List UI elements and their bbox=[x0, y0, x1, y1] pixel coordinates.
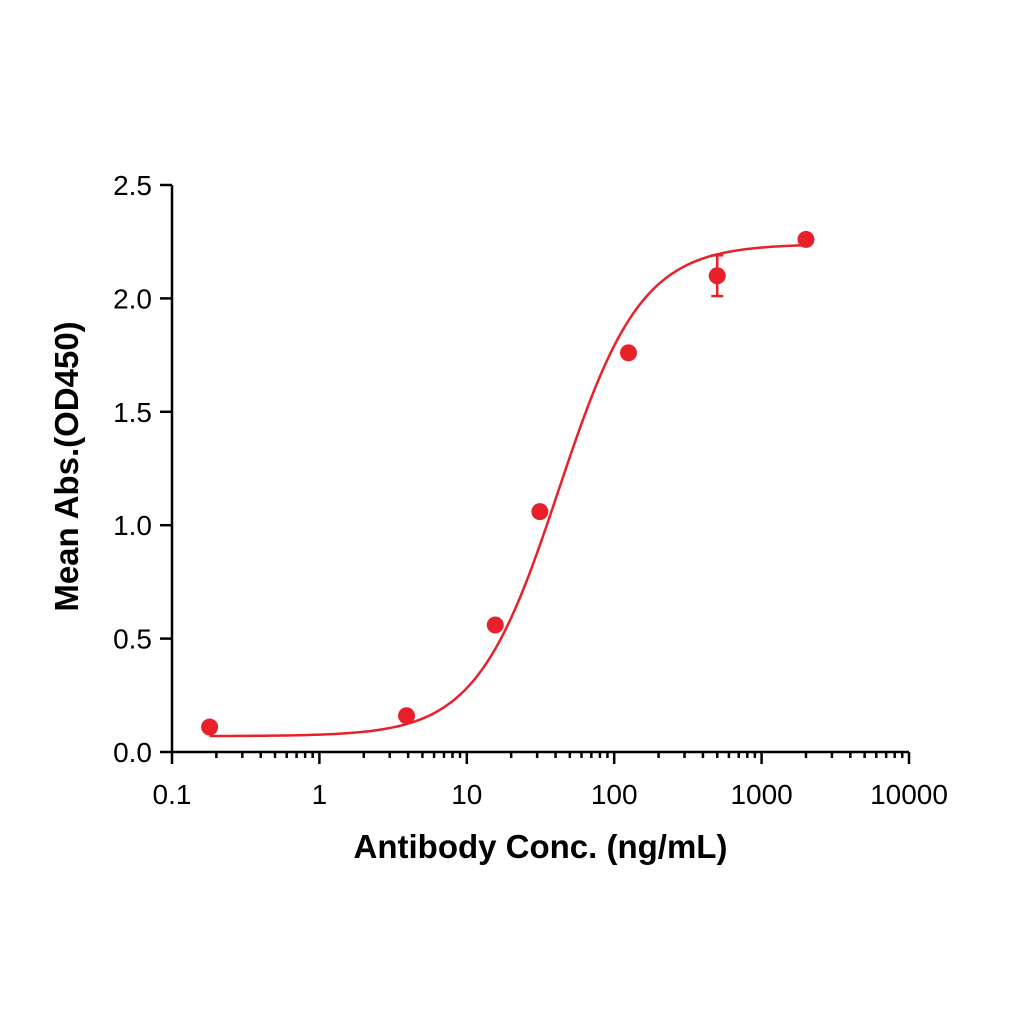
axes bbox=[170, 185, 909, 754]
data-point bbox=[619, 344, 637, 362]
fit-curve-layer bbox=[209, 243, 807, 738]
x-tick-label: 0.1 bbox=[153, 779, 192, 810]
x-tick-label: 1000 bbox=[730, 779, 792, 810]
data-point bbox=[797, 230, 815, 248]
y-axis-title: Mean Abs.(OD450) bbox=[48, 321, 85, 611]
x-tick-label: 100 bbox=[591, 779, 638, 810]
y-tick-label: 2.0 bbox=[113, 283, 152, 314]
x-tick-label: 10 bbox=[451, 779, 482, 810]
data-point bbox=[486, 616, 504, 634]
data-point bbox=[531, 503, 549, 521]
fit-curve-line bbox=[209, 243, 807, 738]
data-point bbox=[398, 707, 416, 725]
x-ticks: 0.1 1 10 100 1000 10000 bbox=[153, 752, 948, 810]
y-tick-label: 0.5 bbox=[113, 624, 152, 655]
data-points-layer bbox=[201, 230, 815, 736]
y-tick-label: 0.0 bbox=[113, 737, 152, 768]
data-point bbox=[708, 267, 726, 285]
x-tick-label: 1 bbox=[312, 779, 328, 810]
y-tick-label: 1.5 bbox=[113, 397, 152, 428]
y-tick-label: 2.5 bbox=[113, 170, 152, 201]
y-ticks: 0.0 0.5 1.0 1.5 2.0 2.5 bbox=[113, 170, 172, 768]
y-tick-label: 1.0 bbox=[113, 510, 152, 541]
x-axis-title: Antibody Conc. (ng/mL) bbox=[354, 828, 728, 865]
x-tick-label: 10000 bbox=[870, 779, 948, 810]
data-point bbox=[201, 718, 219, 736]
